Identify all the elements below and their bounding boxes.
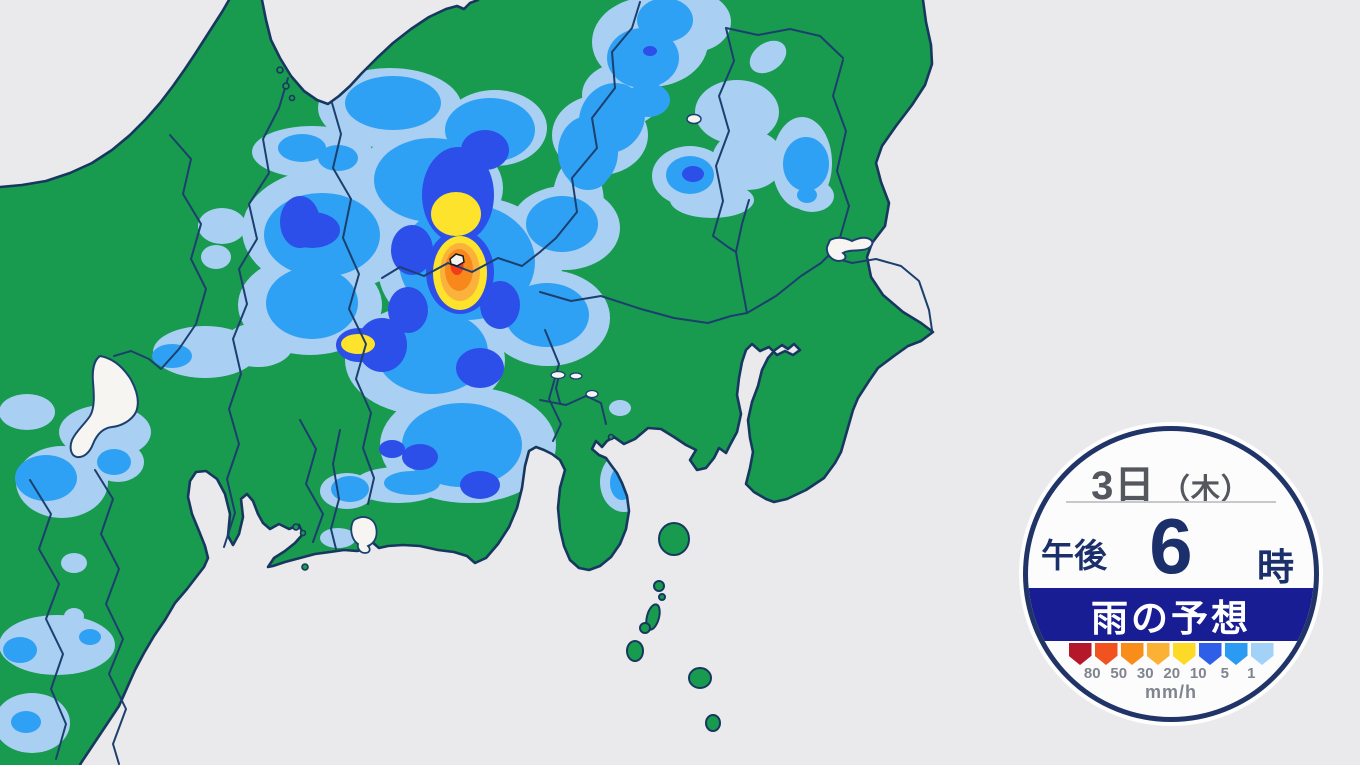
lake-chuzenji <box>686 113 702 125</box>
hour-value: 6 <box>1149 502 1193 590</box>
legend-value: 50 <box>1110 665 1128 682</box>
lakes <box>69 113 874 554</box>
lake-hamana <box>350 516 378 554</box>
legend-chevron <box>1198 643 1222 665</box>
legend-values: 80 50 30 20 10 5 1 <box>1079 665 1287 682</box>
lake-okutama <box>449 253 465 267</box>
lake-kasumigaura <box>825 236 874 263</box>
legend-chevron <box>1094 643 1118 665</box>
fuji-lake-2 <box>569 372 583 380</box>
legend-value: 5 <box>1220 665 1229 682</box>
legend-chevron <box>1224 643 1248 665</box>
legend-chevron <box>1068 643 1092 665</box>
legend-chevron <box>1172 643 1196 665</box>
forecast-badge: 3日 （木） 午後 6 時 雨の予想 <box>1023 426 1319 722</box>
legend-value: 10 <box>1189 665 1207 682</box>
toyama-bay <box>262 0 478 104</box>
fuji-lake-1 <box>550 370 566 380</box>
time-row: 午後 6 時 <box>1028 502 1314 590</box>
izu-islands <box>626 522 721 732</box>
legend-unit: mm/h <box>1144 682 1197 702</box>
legend-chevron <box>1146 643 1170 665</box>
legend-chevron <box>1120 643 1144 665</box>
rain-legend <box>1028 643 1314 665</box>
legend-value: 80 <box>1083 665 1101 682</box>
sea-of-japan <box>0 0 229 187</box>
legend-value: 1 <box>1247 665 1256 682</box>
legend-value: 30 <box>1136 665 1154 682</box>
hour-unit-label: 時 <box>1257 547 1294 588</box>
date-label: 3日 <box>1091 464 1156 508</box>
weekday-label: （木） <box>1160 474 1251 506</box>
coastline <box>0 0 935 765</box>
coastal-islets <box>276 66 615 571</box>
lake-biwa <box>69 354 139 459</box>
izu-oshima-island <box>658 522 690 556</box>
time-period-label: 午後 <box>1041 537 1107 574</box>
prefecture-borders <box>29 1 933 765</box>
forecast-type-banner: 雨の予想 <box>1028 588 1314 641</box>
legend-value: 20 <box>1163 665 1181 682</box>
fuji-lake-3 <box>585 389 599 399</box>
date-row: 3日 （木） <box>1028 453 1314 511</box>
forecast-type-label: 雨の予想 <box>1091 597 1251 639</box>
legend-chevron <box>1250 643 1274 665</box>
divider <box>1066 501 1276 503</box>
